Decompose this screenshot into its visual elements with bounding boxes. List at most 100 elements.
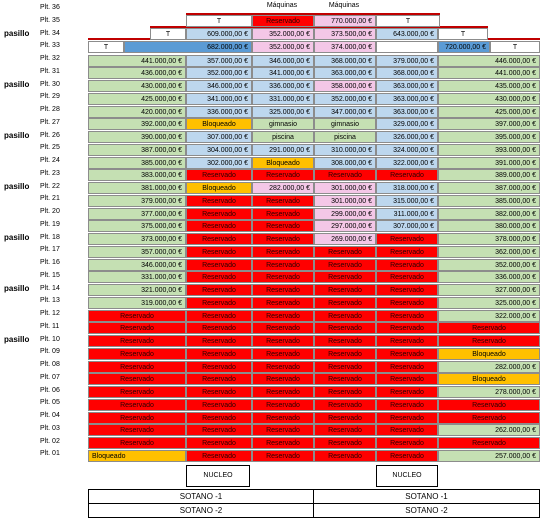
unit-cell[interactable]: Reservado (88, 386, 186, 398)
unit-cell[interactable]: Reservado (252, 296, 314, 309)
unit-cell[interactable]: Reservado (186, 335, 252, 347)
unit-cell[interactable]: 262.000,00 € (438, 424, 540, 437)
unit-cell[interactable]: Reservado (314, 437, 376, 449)
unit-cell[interactable]: Reservado (438, 398, 540, 411)
unit-cell[interactable]: Reservado (376, 271, 438, 284)
unit-35-3[interactable]: Reservado (252, 15, 314, 27)
unit-cell[interactable]: 379.000,00 € (376, 54, 438, 67)
unit-cell[interactable]: Reservado (314, 335, 376, 347)
unit-cell[interactable]: Reservado (376, 449, 438, 462)
unit-cell[interactable]: Bloqueado (252, 156, 314, 169)
unit-cell[interactable]: Reservado (314, 386, 376, 398)
unit-cell[interactable]: Reservado (186, 411, 252, 424)
unit-cell[interactable]: 336.000,00 € (252, 80, 314, 92)
unit-cell[interactable]: 381.000,00 € (88, 182, 186, 194)
unit-cell[interactable]: Reservado (376, 322, 438, 335)
unit-cell[interactable]: 389.000,00 € (438, 169, 540, 182)
unit-cell[interactable]: 358.000,00 € (314, 80, 376, 92)
unit-cell[interactable]: Reservado (252, 245, 314, 258)
unit-35-2[interactable]: T (186, 15, 252, 27)
unit-cell[interactable]: Reservado (252, 220, 314, 233)
unit-cell[interactable]: Reservado (314, 398, 376, 411)
unit-34-4[interactable]: 373.500,00 € (314, 28, 376, 40)
unit-cell[interactable]: Reservado (186, 424, 252, 437)
unit-cell[interactable]: 302.000,00 € (186, 156, 252, 169)
unit-cell[interactable]: Reservado (252, 411, 314, 424)
unit-cell[interactable]: Reservado (252, 258, 314, 271)
unit-cell[interactable]: Reservado (314, 271, 376, 284)
unit-cell[interactable]: Reservado (186, 398, 252, 411)
unit-cell[interactable]: 352.000,00 € (186, 67, 252, 80)
unit-cell[interactable]: 297.000,00 € (314, 220, 376, 233)
unit-cell[interactable]: Reservado (252, 386, 314, 398)
unit-cell[interactable]: Reservado (438, 411, 540, 424)
unit-33-2[interactable]: 682.000,00 € (124, 41, 252, 53)
unit-cell[interactable]: Reservado (186, 284, 252, 296)
unit-cell[interactable]: gimnasio (252, 118, 314, 131)
unit-cell[interactable]: Reservado (376, 335, 438, 347)
unit-cell[interactable]: 441.000,00 € (88, 54, 186, 67)
unit-cell[interactable]: Reservado (252, 194, 314, 207)
unit-cell[interactable]: 436.000,00 € (88, 67, 186, 80)
unit-cell[interactable]: Reservado (314, 296, 376, 309)
unit-cell[interactable]: Reservado (376, 411, 438, 424)
unit-cell[interactable]: 363.000,00 € (376, 105, 438, 118)
unit-cell[interactable]: 346.000,00 € (252, 54, 314, 67)
unit-cell[interactable]: 315.000,00 € (376, 194, 438, 207)
unit-33-6[interactable]: 720.000,00 € (438, 41, 490, 53)
unit-cell[interactable]: Reservado (186, 207, 252, 220)
unit-cell[interactable]: Reservado (186, 296, 252, 309)
unit-cell[interactable]: 310.000,00 € (314, 143, 376, 156)
unit-cell[interactable]: 319.000,00 € (88, 296, 186, 309)
unit-cell[interactable]: piscina (314, 131, 376, 143)
unit-cell[interactable]: Reservado (186, 245, 252, 258)
unit-cell[interactable]: 318.000,00 € (376, 182, 438, 194)
unit-cell[interactable]: 326.000,00 € (376, 131, 438, 143)
unit-cell[interactable]: Reservado (186, 220, 252, 233)
unit-cell[interactable]: 425.000,00 € (88, 92, 186, 105)
unit-cell[interactable]: 308.000,00 € (314, 156, 376, 169)
unit-cell[interactable]: Reservado (314, 373, 376, 386)
unit-cell[interactable]: 282.000,00 € (252, 182, 314, 194)
unit-cell[interactable]: Reservado (252, 309, 314, 322)
unit-cell[interactable]: Reservado (376, 233, 438, 245)
unit-cell[interactable]: Reservado (186, 437, 252, 449)
unit-cell[interactable]: Reservado (88, 373, 186, 386)
unit-cell[interactable]: Reservado (252, 169, 314, 182)
unit-cell[interactable]: Reservado (88, 411, 186, 424)
unit-cell[interactable]: Reservado (186, 233, 252, 245)
unit-cell[interactable]: Reservado (186, 322, 252, 335)
unit-cell[interactable]: 357.000,00 € (88, 245, 186, 258)
unit-cell[interactable]: 282.000,00 € (438, 360, 540, 373)
unit-34-5[interactable]: 643.000,00 € (376, 28, 438, 40)
unit-cell[interactable]: 441.000,00 € (438, 67, 540, 80)
unit-cell[interactable]: 362.000,00 € (438, 245, 540, 258)
unit-cell[interactable]: Reservado (252, 322, 314, 335)
unit-cell[interactable]: 341.000,00 € (252, 67, 314, 80)
unit-cell[interactable]: Reservado (88, 360, 186, 373)
unit-cell[interactable]: 325.000,00 € (252, 105, 314, 118)
unit-cell[interactable]: 387.000,00 € (438, 182, 540, 194)
unit-cell[interactable]: 341.000,00 € (186, 92, 252, 105)
unit-35-5[interactable]: T (376, 15, 440, 27)
unit-cell[interactable]: Reservado (186, 194, 252, 207)
unit-cell[interactable]: Reservado (314, 309, 376, 322)
unit-cell[interactable]: Reservado (376, 398, 438, 411)
unit-cell[interactable]: 395.000,00 € (438, 131, 540, 143)
unit-cell[interactable]: 321.000,00 € (88, 284, 186, 296)
unit-cell[interactable]: 257.000,00 € (438, 449, 540, 462)
unit-33-7[interactable]: T (490, 41, 540, 53)
unit-cell[interactable]: 368.000,00 € (314, 54, 376, 67)
unit-cell[interactable]: Reservado (88, 335, 186, 347)
unit-cell[interactable]: 336.000,00 € (438, 271, 540, 284)
unit-cell[interactable]: Reservado (186, 386, 252, 398)
unit-cell[interactable]: Reservado (314, 424, 376, 437)
unit-cell[interactable]: Reservado (186, 258, 252, 271)
unit-cell[interactable]: 311.000,00 € (376, 207, 438, 220)
unit-cell[interactable]: Reservado (376, 245, 438, 258)
unit-cell[interactable]: Reservado (252, 284, 314, 296)
unit-cell[interactable]: 390.000,00 € (88, 131, 186, 143)
unit-cell[interactable]: Reservado (252, 424, 314, 437)
unit-cell[interactable]: 425.000,00 € (438, 105, 540, 118)
unit-cell[interactable]: 393.000,00 € (438, 143, 540, 156)
